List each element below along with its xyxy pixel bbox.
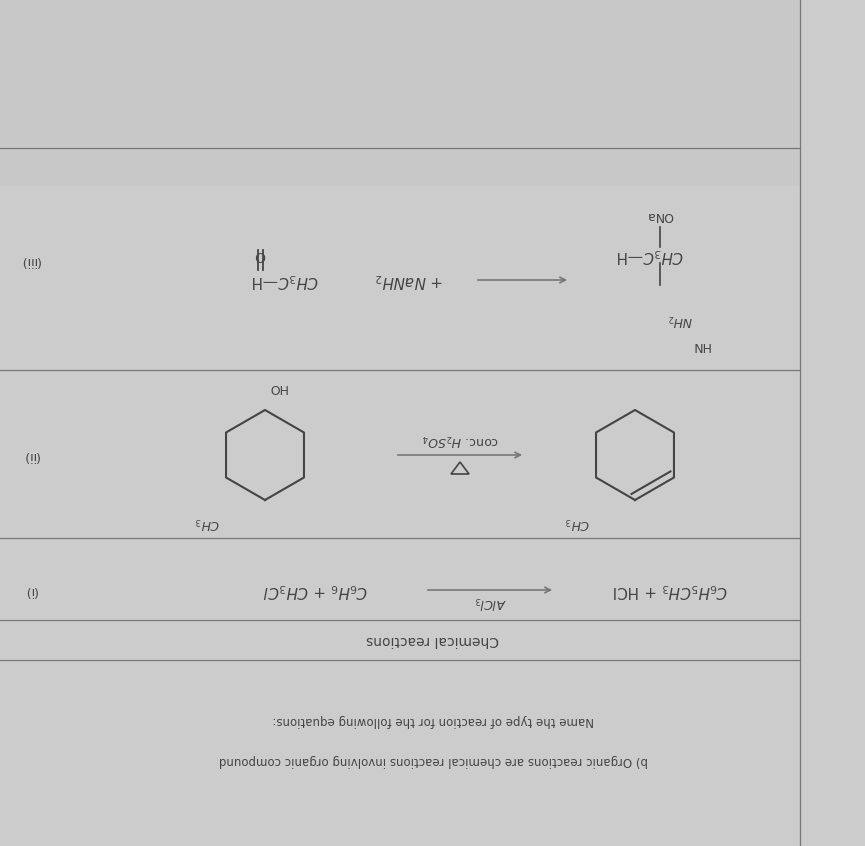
Text: (iii): (iii) (20, 254, 40, 266)
Text: $NH_2$: $NH_2$ (667, 312, 693, 327)
Text: (ii): (ii) (22, 448, 38, 462)
Text: $CH_3$: $CH_3$ (565, 515, 590, 530)
Text: (i): (i) (23, 584, 36, 596)
Bar (0, 0, 800, 186)
Text: b) Organic reactions are chemical reactions involving organic compound: b) Organic reactions are chemical reacti… (219, 754, 648, 766)
Text: $CH_3C$—H: $CH_3C$—H (252, 271, 318, 289)
Text: $CH_3C$—H: $CH_3C$—H (617, 245, 683, 264)
Text: $CH_3$: $CH_3$ (195, 515, 220, 530)
Text: conc. $H_2SO_4$: conc. $H_2SO_4$ (421, 432, 498, 448)
Text: O: O (254, 248, 266, 262)
Text: Chemical reactions: Chemical reactions (367, 633, 499, 647)
Text: HO: HO (267, 381, 286, 393)
Text: $C_6H_5CH_3$ + HCl: $C_6H_5CH_3$ + HCl (612, 580, 727, 599)
Text: + $NaNH_2$: + $NaNH_2$ (375, 271, 445, 289)
Text: ONa: ONa (646, 208, 674, 222)
Text: $AlCl_3$: $AlCl_3$ (474, 594, 506, 610)
Text: $C_6H_6$ + $CH_3Cl$: $C_6H_6$ + $CH_3Cl$ (262, 580, 368, 599)
Text: HN: HN (690, 338, 709, 351)
Text: Name the type of reaction for the following equations:: Name the type of reaction for the follow… (272, 713, 593, 727)
